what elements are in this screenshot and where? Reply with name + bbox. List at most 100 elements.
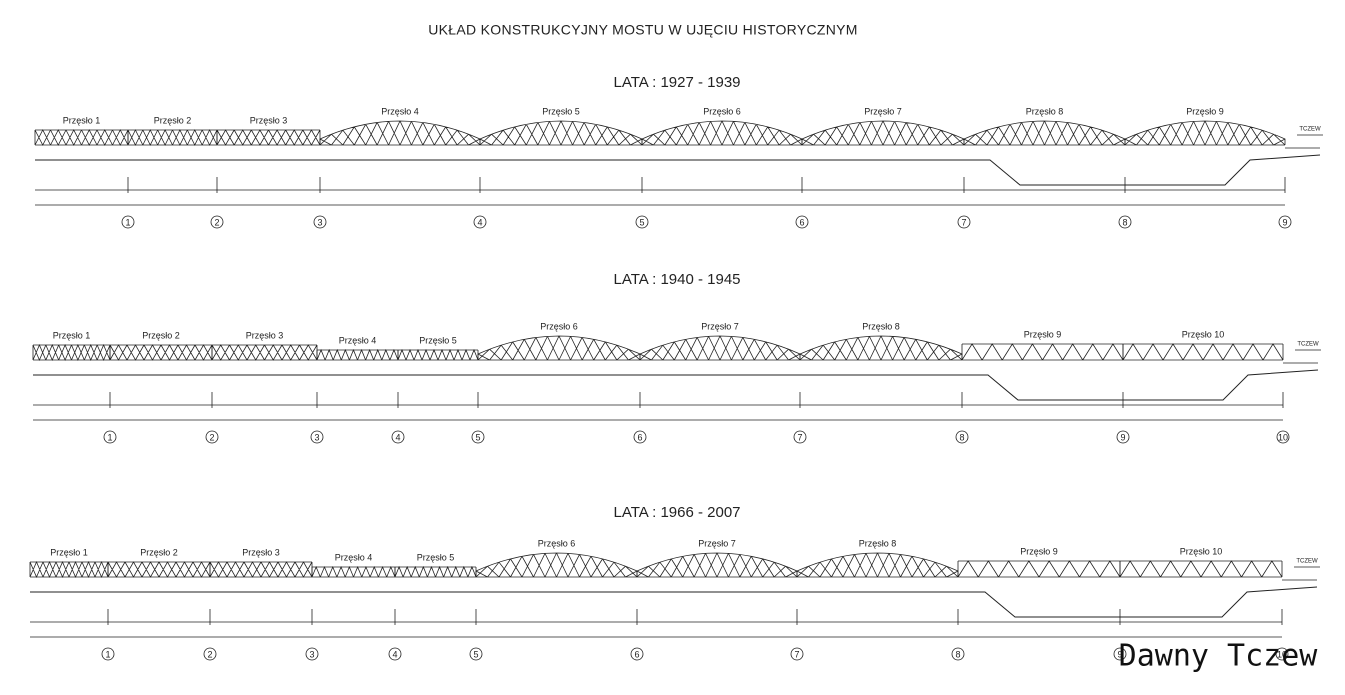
drawing-line [33, 404, 1283, 421]
drawing-line [311, 565, 396, 578]
drawing-line [319, 120, 481, 146]
span-label: Przęsło 4 [335, 552, 373, 562]
drawing-line [479, 120, 643, 146]
pier-marker [951, 647, 965, 661]
span-label: Przęsło 9 [1020, 546, 1058, 556]
drawing-line [30, 586, 1318, 618]
pier-number: 8 [955, 649, 960, 659]
pier-marker [473, 215, 487, 229]
drawing-line [211, 344, 318, 361]
drawing-line [641, 120, 803, 146]
drawing-line [1119, 560, 1283, 578]
pier-marker [1116, 430, 1130, 444]
pier-marker [121, 215, 135, 229]
pier-marker [955, 430, 969, 444]
drawing-line [1285, 134, 1323, 149]
drawing-line [1124, 120, 1286, 146]
span-label: Przęsło 1 [53, 330, 91, 340]
span-label: Przęsło 6 [703, 106, 741, 116]
span-label: Przęsło 8 [862, 321, 900, 331]
drawing-line [109, 344, 213, 361]
pier-number: 5 [639, 217, 644, 227]
pier-marker [790, 647, 804, 661]
span-label: Przęsło 6 [538, 538, 576, 548]
section-title: LATA : 1966 - 2007 [613, 504, 740, 521]
pier-marker [1113, 647, 1127, 661]
drawing-line [799, 335, 963, 361]
pier-marker [1118, 215, 1132, 229]
drawing-line [639, 335, 801, 361]
drawing-line [107, 561, 211, 578]
pier-number: 1 [107, 432, 112, 442]
pier-number: 2 [207, 649, 212, 659]
section-title: LATA : 1927 - 1939 [613, 74, 740, 91]
drawing-line [35, 189, 1285, 206]
drawing-line [796, 552, 959, 578]
drawing-line [963, 120, 1126, 146]
span-label: Przęsło 5 [417, 552, 455, 562]
pier-number: 7 [794, 649, 799, 659]
drawing-line [957, 560, 1121, 578]
river-label: TCZEW [1299, 127, 1321, 133]
pier-number: 6 [634, 649, 639, 659]
drawing-line [1283, 349, 1321, 364]
span-label: Przęsło 7 [864, 106, 902, 116]
span-label: Przęsło 7 [701, 321, 739, 331]
pier-marker [305, 647, 319, 661]
drawing-line [1282, 566, 1320, 581]
pier-number: 9 [1117, 649, 1122, 659]
pier-marker [210, 215, 224, 229]
pier-marker [793, 430, 807, 444]
span-label: Przęsło 6 [540, 321, 578, 331]
span-label: Przęsło 9 [1186, 106, 1224, 116]
pier-number: 4 [392, 649, 397, 659]
pier-marker [633, 430, 647, 444]
drawing-line [961, 343, 1124, 361]
pier-number: 3 [314, 432, 319, 442]
pier-marker [1275, 647, 1289, 661]
pier-number: 10 [1277, 649, 1287, 659]
span-label: Przęsło 10 [1180, 546, 1223, 556]
pier-number: 5 [475, 432, 480, 442]
pier-number: 3 [309, 649, 314, 659]
pier-number: 8 [1122, 217, 1127, 227]
pier-marker [630, 647, 644, 661]
pier-marker [313, 215, 327, 229]
river-label: TCZEW [1297, 342, 1319, 348]
pier-marker [635, 215, 649, 229]
span-label: Przęsło 7 [698, 538, 736, 548]
span-label: Przęsło 1 [63, 115, 101, 125]
pier-number: 10 [1278, 432, 1288, 442]
span-label: Przęsło 3 [242, 547, 280, 557]
pier-marker [1278, 215, 1292, 229]
pier-number: 1 [105, 649, 110, 659]
pier-marker [205, 430, 219, 444]
drawing-line [801, 120, 965, 146]
drawing-line [1122, 343, 1284, 361]
span-label: Przęsło 1 [50, 547, 88, 557]
span-label: Przęsło 8 [859, 538, 897, 548]
pier-marker [388, 647, 402, 661]
drawing-line [216, 129, 321, 146]
span-label: Przęsło 2 [142, 330, 180, 340]
pier-number: 5 [473, 649, 478, 659]
drawing-line [33, 369, 1319, 401]
span-label: Przęsło 3 [250, 115, 288, 125]
section-title: LATA : 1940 - 1945 [613, 271, 740, 288]
pier-marker [471, 430, 485, 444]
watermark: Dawny Tczew [1119, 639, 1319, 674]
pier-number: 2 [209, 432, 214, 442]
drawing-line [394, 565, 477, 578]
pier-number: 7 [961, 217, 966, 227]
drawing-line [316, 348, 399, 361]
span-label: Przęsło 5 [542, 106, 580, 116]
pier-number: 6 [799, 217, 804, 227]
river-label: TCZEW [1296, 559, 1318, 565]
span-label: Przęsło 4 [381, 106, 419, 116]
drawing-line [397, 348, 479, 361]
span-label: Przęsło 8 [1026, 106, 1064, 116]
drawing-line [636, 552, 798, 578]
pier-marker [469, 647, 483, 661]
span-label: Przęsło 2 [154, 115, 192, 125]
pier-marker [101, 647, 115, 661]
